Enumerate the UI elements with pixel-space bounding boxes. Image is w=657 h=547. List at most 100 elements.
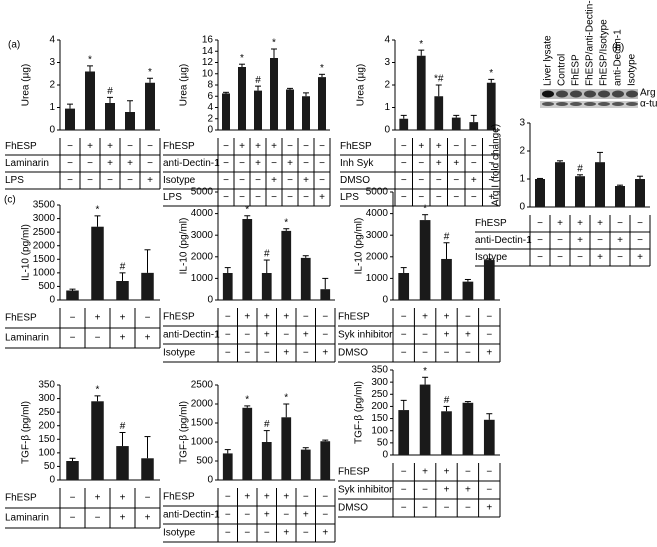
bar: [575, 176, 585, 207]
y-tick-label: 3000: [191, 230, 214, 241]
condition-name: Laminarin: [5, 513, 49, 524]
error-bar: [69, 288, 76, 291]
significance-mark: #: [120, 421, 126, 432]
error-bar: [303, 92, 309, 97]
condition-sign: −: [444, 503, 450, 514]
condition-sign: −: [401, 312, 407, 323]
error-bar: [443, 405, 450, 412]
bar: [222, 93, 230, 130]
significance-mark: *: [423, 366, 427, 377]
condition-sign: +: [422, 312, 428, 323]
bar: [595, 162, 605, 207]
condition-sign: −: [239, 192, 245, 203]
condition-sign: −: [465, 312, 471, 323]
error-bar: [94, 395, 101, 402]
condition-sign: +: [436, 141, 442, 152]
condition-sign: −: [244, 348, 250, 359]
significance-mark: #: [444, 231, 450, 242]
y-tick-label: 350: [38, 380, 55, 391]
bar: [434, 96, 444, 130]
condition-sign: +: [120, 493, 126, 504]
y-tick-label: 2000: [191, 251, 214, 262]
condition-sign: −: [303, 348, 309, 359]
band-tubulin: [556, 102, 568, 106]
condition-sign: +: [444, 467, 450, 478]
bar: [320, 441, 331, 480]
bar: [105, 103, 115, 130]
bar: [300, 449, 311, 480]
bar: [483, 419, 495, 455]
condition-sign: +: [597, 252, 603, 263]
condition-sign: −: [401, 192, 407, 203]
condition-name: Isotype: [475, 252, 508, 263]
error-bar: [283, 228, 290, 231]
y-tick-label: 4: [207, 102, 213, 113]
condition-sign: +: [557, 218, 563, 229]
condition-name: LPS: [340, 192, 359, 203]
condition-sign: +: [107, 158, 113, 169]
error-bar: [224, 449, 231, 454]
bar: [66, 290, 79, 300]
error-bar: [107, 96, 113, 103]
error-bar: [486, 413, 493, 420]
error-bar: [597, 151, 603, 163]
condition-sign: +: [255, 141, 261, 152]
y-tick-label: 2500: [33, 227, 56, 238]
error-bar: [127, 100, 133, 112]
y-tick-label: 200: [38, 420, 55, 431]
error-bar: [443, 242, 450, 259]
bar: [91, 226, 104, 300]
bar: [222, 273, 233, 300]
band-tubulin: [612, 102, 624, 106]
y-axis-label: TGF-β (pg/ml): [354, 381, 365, 444]
bar: [238, 67, 246, 130]
significance-mark: *: [148, 67, 152, 78]
condition-name: Isotype: [163, 348, 196, 359]
y-tick-label: 4000: [191, 208, 214, 219]
y-tick-label: 1500: [33, 254, 56, 265]
significance-mark: *: [245, 395, 249, 406]
significance-mark: #: [264, 419, 270, 430]
condition-name: FhESP: [163, 312, 195, 323]
y-tick-label: 250: [38, 407, 55, 418]
condition-sign: −: [87, 158, 93, 169]
condition-sign: −: [271, 192, 277, 203]
y-tick-label: 1: [49, 102, 55, 113]
bar: [261, 273, 272, 300]
condition-sign: −: [147, 141, 153, 152]
y-tick-label: 500: [196, 456, 213, 467]
condition-sign: −: [223, 158, 229, 169]
condition-name: FhESP: [338, 312, 370, 323]
condition-sign: +: [255, 158, 261, 169]
y-axis-label: TGF-β (pg/ml): [179, 401, 190, 464]
significance-mark: *: [96, 204, 100, 215]
significance-mark: #: [444, 395, 450, 406]
bar: [486, 82, 496, 130]
condition-sign: +: [239, 141, 245, 152]
bar: [300, 257, 311, 300]
condition-sign: −: [486, 330, 492, 341]
condition-sign: −: [453, 141, 459, 152]
condition-sign: −: [95, 513, 101, 524]
y-tick-label: 0: [207, 125, 213, 136]
condition-sign: +: [486, 503, 492, 514]
significance-mark: *: [419, 39, 423, 50]
condition-sign: −: [322, 510, 328, 521]
band-arg: [542, 90, 554, 98]
condition-sign: +: [319, 192, 325, 203]
error-bar: [470, 114, 477, 123]
condition-sign: −: [67, 175, 73, 186]
significance-mark: #: [107, 86, 113, 97]
bar: [242, 219, 253, 300]
bar: [441, 411, 452, 455]
condition-sign: +: [264, 510, 270, 521]
y-axis-label: IL-10 (pg/ml): [21, 224, 32, 281]
condition-sign: −: [87, 175, 93, 186]
error-bar: [577, 174, 583, 177]
condition-sign: −: [401, 158, 407, 169]
bar: [555, 162, 565, 207]
y-axis-label: Urea (µg): [356, 64, 367, 106]
condition-sign: −: [95, 333, 101, 344]
bar: [281, 230, 292, 300]
bar: [399, 118, 409, 130]
